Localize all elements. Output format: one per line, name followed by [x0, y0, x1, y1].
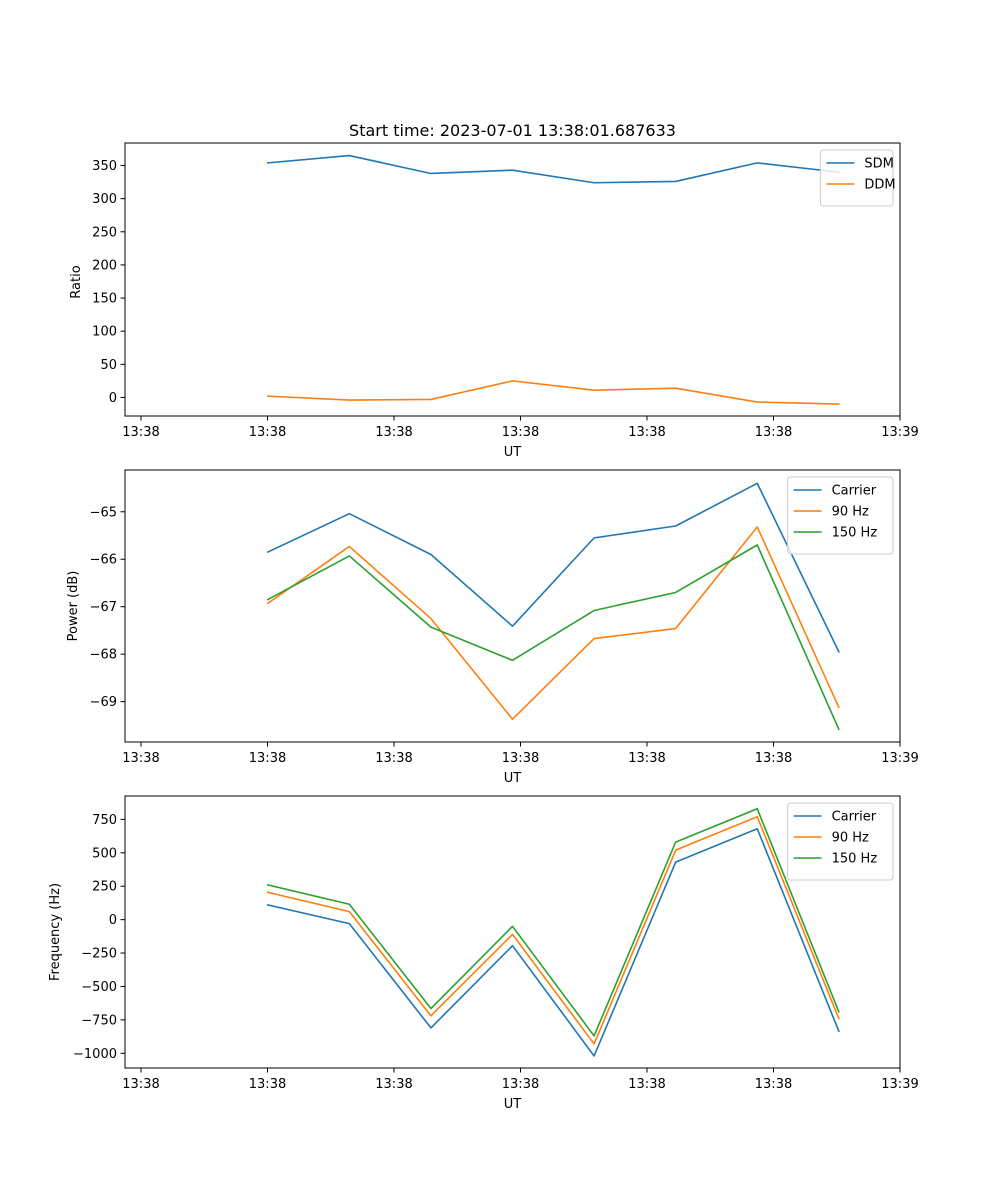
y-tick-label: −250	[81, 947, 117, 962]
ratio-panel: Start time: 2023-07-01 13:38:01.687633 R…	[69, 121, 919, 460]
x-tick-label: 13:39	[881, 751, 918, 766]
legend: SDM DDM	[819, 149, 896, 207]
legend-box	[819, 149, 894, 207]
x-axis-label: UT	[504, 771, 522, 786]
y-tick-label: −1000	[73, 1047, 117, 1062]
axes-frame	[124, 469, 901, 743]
series-line-carrier	[266, 482, 840, 653]
legend-entry: DDM	[864, 178, 895, 193]
x-tick-label: 13:38	[375, 1077, 412, 1092]
series-line-carrier	[266, 827, 840, 1057]
x-tick-label: 13:38	[755, 1077, 792, 1092]
x-tick-label: 13:38	[502, 1077, 539, 1092]
x-tick-label: 13:38	[755, 425, 792, 440]
x-tick-label: 13:38	[122, 751, 159, 766]
series-line-90-hz	[266, 815, 840, 1045]
x-tick-label: 13:38	[755, 751, 792, 766]
y-tick-label: 100	[92, 325, 117, 340]
legend: Carrier 90 Hz 150 Hz	[787, 802, 894, 881]
series-line-90-hz	[266, 526, 840, 721]
y-axis-label: Ratio	[69, 265, 84, 298]
x-tick-label: 13:39	[881, 1077, 918, 1092]
legend-entry: Carrier	[832, 484, 877, 499]
y-tick-label: −68	[90, 648, 117, 663]
y-tick-label: 250	[92, 225, 117, 240]
y-axis-label: Power (dB)	[66, 571, 81, 642]
y-tick-label: 0	[109, 391, 117, 406]
x-tick-label: 13:38	[628, 1077, 665, 1092]
y-tick-label: 200	[92, 258, 117, 273]
series-line-sdm	[266, 154, 840, 184]
y-tick-label: 350	[92, 159, 117, 174]
y-tick-label: 750	[92, 813, 117, 828]
x-tick-label: 13:38	[628, 425, 665, 440]
x-tick-label: 13:39	[881, 425, 918, 440]
x-tick-label: 13:38	[502, 751, 539, 766]
legend-entry: 150 Hz	[832, 852, 878, 867]
axes-frame	[124, 142, 901, 417]
legend-entry: SDM	[864, 157, 893, 172]
y-tick-label: 0	[109, 913, 117, 928]
legend-box	[787, 476, 894, 555]
x-axis-label: UT	[504, 1097, 522, 1112]
frequency-panel: Frequency (Hz) UT −1000 −750 −500 −250 0 250 5…	[48, 795, 919, 1112]
x-tick-label: 13:38	[122, 425, 159, 440]
x-tick-label: 13:38	[249, 751, 286, 766]
legend-entry: 150 Hz	[832, 526, 878, 541]
y-axis-label: Frequency (Hz)	[48, 883, 63, 981]
power-panel: Power (dB) UT −69 −68 −67 −66 −65 13:38 13:38 1…	[66, 469, 919, 786]
legend-box	[787, 802, 894, 881]
legend: Carrier 90 Hz 150 Hz	[787, 476, 894, 555]
y-tick-label: −69	[90, 695, 117, 710]
y-tick-label: 250	[92, 880, 117, 895]
x-tick-label: 13:38	[502, 425, 539, 440]
series-line-ddm	[266, 380, 840, 405]
y-tick-label: −500	[81, 980, 117, 995]
y-tick-label: 500	[92, 846, 117, 861]
y-tick-label: −66	[90, 553, 117, 568]
legend-entry: 90 Hz	[832, 505, 869, 520]
x-tick-label: 13:38	[375, 425, 412, 440]
x-tick-label: 13:38	[122, 1077, 159, 1092]
x-tick-label: 13:38	[628, 751, 665, 766]
y-tick-label: 50	[100, 358, 117, 373]
y-tick-label: 150	[92, 292, 117, 307]
y-tick-label: −65	[90, 505, 117, 520]
chart-title: Start time: 2023-07-01 13:38:01.687633	[349, 121, 676, 140]
series-line-150-hz	[266, 807, 840, 1037]
axes-frame	[124, 795, 901, 1069]
y-tick-label: 300	[92, 192, 117, 207]
x-tick-label: 13:38	[375, 751, 412, 766]
legend-entry: Carrier	[832, 810, 877, 825]
legend-entry: 90 Hz	[832, 831, 869, 846]
y-tick-label: −750	[81, 1013, 117, 1028]
x-tick-label: 13:38	[249, 425, 286, 440]
y-tick-label: −67	[90, 600, 117, 615]
x-axis-label: UT	[504, 445, 522, 460]
series-line-150-hz	[266, 544, 840, 731]
x-tick-label: 13:38	[249, 1077, 286, 1092]
